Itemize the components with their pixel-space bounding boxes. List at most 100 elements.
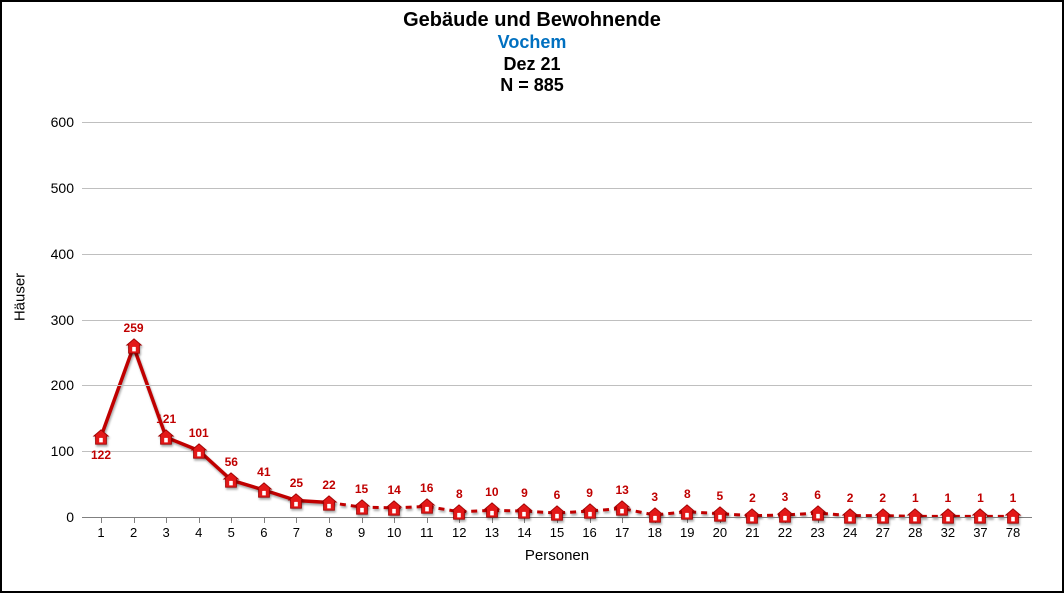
x-tick: [915, 517, 916, 523]
data-label: 8: [456, 487, 463, 501]
x-tick-label: 13: [485, 525, 499, 540]
y-tick-label: 100: [51, 443, 74, 459]
x-tick: [622, 517, 623, 523]
data-label: 3: [651, 490, 658, 504]
data-label: 9: [586, 486, 593, 500]
x-tick-label: 5: [228, 525, 235, 540]
x-tick: [296, 517, 297, 523]
x-tick: [590, 517, 591, 523]
x-tick-label: 2: [130, 525, 137, 540]
y-tick-label: 400: [51, 246, 74, 262]
data-label: 121: [156, 412, 176, 426]
x-tick: [687, 517, 688, 523]
x-tick: [199, 517, 200, 523]
x-tick: [1013, 517, 1014, 523]
data-label: 41: [257, 465, 270, 479]
gridline: [82, 320, 1032, 321]
data-label: 15: [355, 482, 368, 496]
x-tick: [752, 517, 753, 523]
x-tick: [818, 517, 819, 523]
x-tick: [362, 517, 363, 523]
data-label: 122: [91, 448, 111, 462]
gridline: [82, 451, 1032, 452]
data-label: 10: [485, 485, 498, 499]
x-tick-label: 19: [680, 525, 694, 540]
data-label: 16: [420, 481, 433, 495]
y-axis-title: Häuser: [12, 272, 29, 320]
gridline: [82, 385, 1032, 386]
x-tick: [720, 517, 721, 523]
data-label: 14: [387, 483, 400, 497]
gridline: [82, 254, 1032, 255]
x-tick-label: 18: [647, 525, 661, 540]
chart-frame: Gebäude und Bewohnende Vochem Dez 21 N =…: [0, 0, 1064, 593]
data-label: 1: [977, 491, 984, 505]
title-line-2: Vochem: [2, 32, 1062, 54]
data-label: 2: [749, 491, 756, 505]
data-label: 6: [554, 488, 561, 502]
y-tick-label: 200: [51, 377, 74, 393]
x-tick-label: 10: [387, 525, 401, 540]
x-tick-label: 12: [452, 525, 466, 540]
chart-titles: Gebäude und Bewohnende Vochem Dez 21 N =…: [2, 8, 1062, 97]
data-label: 2: [879, 491, 886, 505]
x-tick-label: 6: [260, 525, 267, 540]
x-tick: [850, 517, 851, 523]
data-label: 5: [717, 489, 724, 503]
data-label: 1: [945, 491, 952, 505]
x-tick: [948, 517, 949, 523]
x-tick: [492, 517, 493, 523]
x-tick-label: 1: [97, 525, 104, 540]
data-label: 2: [847, 491, 854, 505]
x-tick-label: 24: [843, 525, 857, 540]
series-line-dashed: [329, 503, 1013, 517]
x-tick-label: 15: [550, 525, 564, 540]
x-tick: [427, 517, 428, 523]
x-tick: [264, 517, 265, 523]
x-tick-label: 9: [358, 525, 365, 540]
x-tick-label: 20: [713, 525, 727, 540]
x-tick-label: 22: [778, 525, 792, 540]
data-label: 8: [684, 487, 691, 501]
gridline: [82, 188, 1032, 189]
data-label: 13: [615, 483, 628, 497]
title-line-1: Gebäude und Bewohnende: [2, 8, 1062, 32]
x-tick: [101, 517, 102, 523]
data-label: 9: [521, 486, 528, 500]
x-tick-label: 11: [420, 525, 434, 540]
x-tick-label: 4: [195, 525, 202, 540]
data-label: 259: [124, 321, 144, 335]
x-tick: [785, 517, 786, 523]
x-tick-label: 37: [973, 525, 987, 540]
gridline: [82, 122, 1032, 123]
data-label: 1: [1010, 491, 1017, 505]
x-tick-label: 17: [615, 525, 629, 540]
x-tick-label: 23: [810, 525, 824, 540]
x-tick-label: 8: [325, 525, 332, 540]
x-tick: [557, 517, 558, 523]
x-tick-label: 16: [582, 525, 596, 540]
x-tick: [166, 517, 167, 523]
data-label: 1: [912, 491, 919, 505]
plot-area: 0100200300400500600123456789101112131415…: [82, 122, 1032, 517]
data-label: 56: [225, 455, 238, 469]
y-tick-label: 0: [66, 509, 74, 525]
x-tick: [134, 517, 135, 523]
x-tick: [883, 517, 884, 523]
x-tick-label: 32: [941, 525, 955, 540]
data-label: 101: [189, 426, 209, 440]
data-label: 3: [782, 490, 789, 504]
x-tick: [231, 517, 232, 523]
x-tick: [394, 517, 395, 523]
x-tick: [655, 517, 656, 523]
x-tick-label: 78: [1006, 525, 1020, 540]
x-tick: [459, 517, 460, 523]
x-tick-label: 7: [293, 525, 300, 540]
x-tick-label: 3: [163, 525, 170, 540]
x-tick-label: 28: [908, 525, 922, 540]
data-label: 22: [322, 478, 335, 492]
title-line-3: Dez 21: [2, 54, 1062, 76]
data-label: 6: [814, 488, 821, 502]
x-tick-label: 27: [875, 525, 889, 540]
x-axis-title: Personen: [82, 547, 1032, 564]
